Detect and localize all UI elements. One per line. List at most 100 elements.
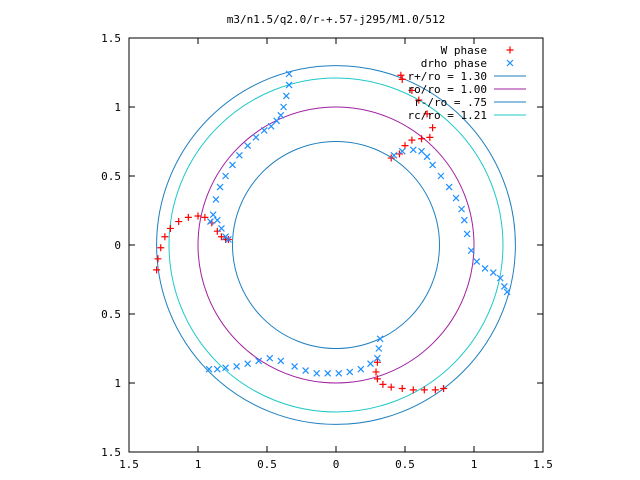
data-point: [373, 354, 381, 362]
data-point: [500, 282, 508, 290]
data-point: [244, 360, 252, 368]
data-point: [426, 133, 434, 141]
data-point: [375, 345, 383, 352]
data-point: [222, 233, 230, 241]
x-tick-label: 1.5: [533, 458, 553, 471]
series-plus-points: [153, 71, 448, 394]
reference-circle: [197, 106, 475, 384]
data-point: [458, 205, 466, 213]
data-point: [313, 369, 321, 377]
x-tick-label: 1: [195, 458, 202, 471]
data-point: [463, 230, 471, 238]
data-point: [154, 255, 162, 263]
data-point: [267, 122, 275, 130]
chart-title: m3/n1.5/q2.0/r-+.57-j295/M1.0/512: [227, 13, 446, 26]
data-point: [244, 142, 252, 150]
data-point: [302, 367, 310, 375]
data-point: [229, 161, 236, 169]
series-cross-points: [205, 70, 511, 377]
data-point: [376, 335, 384, 343]
data-point: [166, 224, 174, 232]
legend-label: rc/ro = 1.21: [408, 109, 487, 122]
data-point: [282, 92, 290, 100]
data-point: [222, 172, 230, 180]
data-point: [212, 196, 220, 203]
data-point: [280, 103, 287, 111]
data-point: [216, 183, 224, 191]
x-tick-label: 1: [471, 458, 478, 471]
x-tick-label: 0: [333, 458, 340, 471]
y-tick-label: 0.5: [101, 308, 121, 321]
legend-label: ro/ro = 1.00: [408, 83, 487, 96]
data-point: [291, 363, 299, 370]
data-marks: [153, 70, 511, 394]
data-point: [184, 213, 192, 221]
data-point: [496, 274, 504, 282]
data-point: [205, 365, 213, 373]
data-point: [213, 365, 221, 373]
data-point: [418, 147, 425, 155]
data-point: [398, 147, 406, 155]
data-point: [409, 146, 417, 154]
data-point: [440, 385, 448, 393]
data-point: [398, 385, 406, 393]
data-point: [437, 172, 445, 180]
x-tick-label: 1.5: [119, 458, 139, 471]
data-point: [423, 110, 431, 118]
legend-label: r-/ro = .75: [414, 96, 487, 109]
data-point: [423, 153, 431, 161]
legend-marker: [506, 59, 514, 67]
legend-label: W phase: [441, 44, 487, 57]
data-point: [473, 258, 481, 265]
axis-ticks: 1.5 1 0.5 0 0.5 1 1.51.510.500.511.5: [101, 32, 553, 471]
data-point: [481, 265, 489, 272]
y-tick-label: 0: [114, 239, 121, 252]
data-point: [235, 151, 243, 159]
data-point: [217, 233, 225, 241]
data-point: [373, 358, 381, 366]
data-point: [206, 218, 214, 225]
data-point: [260, 127, 268, 134]
reference-circle: [168, 77, 504, 413]
data-point: [467, 247, 475, 254]
data-point: [213, 227, 221, 235]
data-point: [194, 212, 202, 220]
data-point: [445, 183, 453, 191]
data-point: [431, 386, 439, 394]
data-point: [175, 218, 183, 226]
y-tick-label: 1.5: [101, 32, 121, 45]
data-point: [285, 81, 293, 89]
data-point: [415, 96, 423, 104]
data-point: [420, 386, 428, 394]
data-point: [372, 368, 380, 376]
data-point: [252, 133, 260, 141]
data-point: [408, 136, 416, 144]
x-tick-label: 0.5: [257, 458, 277, 471]
data-point: [409, 386, 417, 394]
data-point: [222, 364, 230, 372]
data-point: [418, 135, 426, 143]
data-point: [503, 288, 511, 296]
reference-circle: [232, 141, 440, 349]
legend-label: r+/ro = 1.30: [408, 70, 487, 83]
data-point: [387, 383, 395, 391]
data-point: [209, 211, 217, 219]
data-point: [367, 360, 374, 368]
data-point: [201, 213, 209, 221]
reference-circles: [156, 65, 516, 425]
data-point: [153, 266, 161, 274]
data-point: [277, 111, 285, 119]
data-point: [429, 161, 437, 169]
data-point: [429, 124, 437, 132]
legend-label: drho phase: [421, 57, 487, 70]
data-point: [357, 365, 365, 373]
data-point: [277, 357, 285, 365]
data-point: [379, 380, 387, 388]
data-point: [218, 225, 225, 232]
y-tick-label: 0.5: [101, 170, 121, 183]
data-point: [408, 86, 416, 94]
data-point: [452, 194, 460, 202]
data-point: [157, 244, 165, 252]
